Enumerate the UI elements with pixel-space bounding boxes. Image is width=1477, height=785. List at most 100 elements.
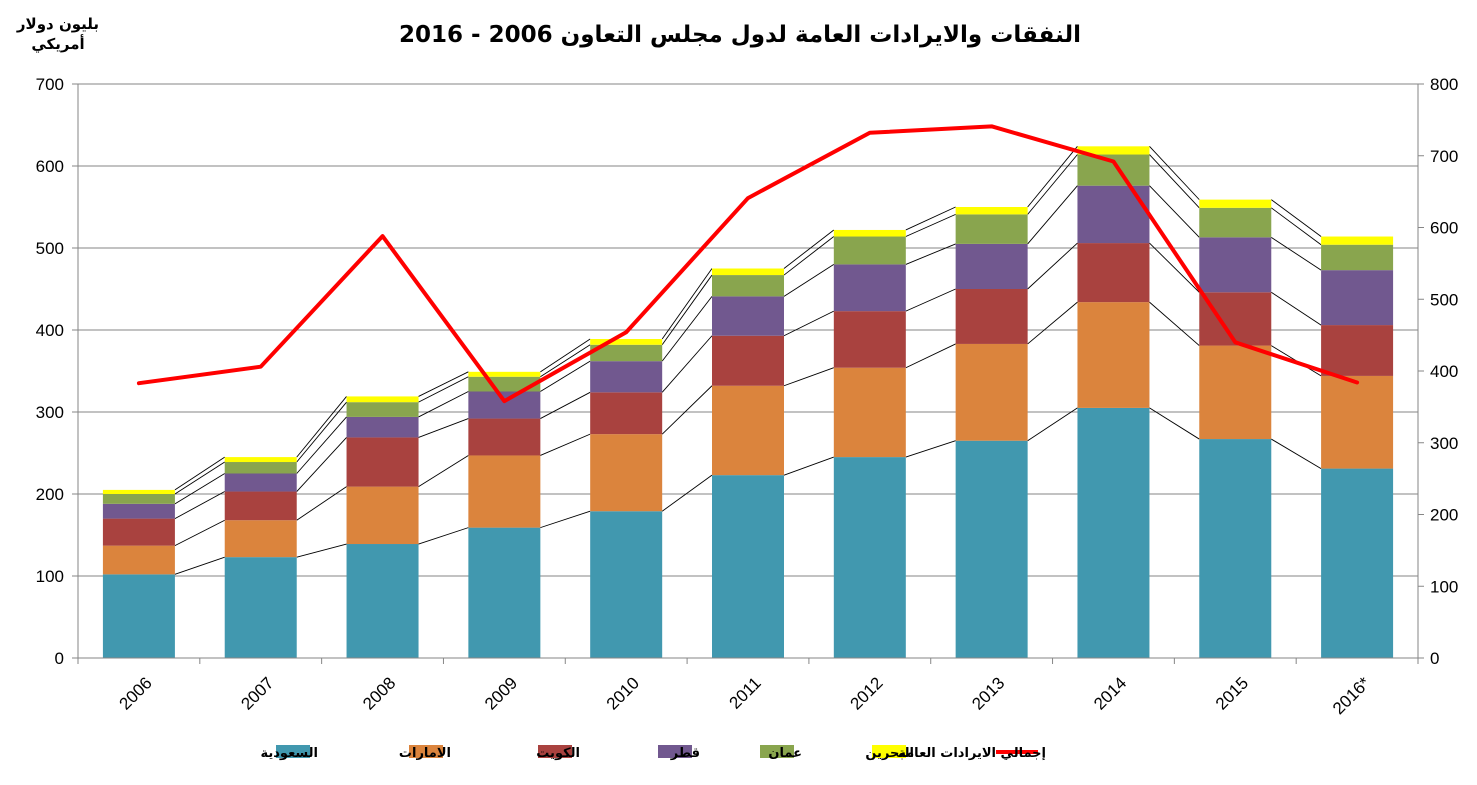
series-line-1 — [1149, 407, 1200, 440]
bar-segment-2006-series-4 — [102, 503, 175, 519]
y2-tick-label: 100 — [1430, 577, 1458, 596]
bar-segment-2008-series-5 — [346, 402, 419, 417]
bar-segment-2011-series-4 — [712, 296, 784, 336]
series-line-1 — [174, 556, 225, 575]
bar-segment-2012-series-2 — [833, 367, 906, 458]
series-line-6 — [783, 229, 835, 269]
series-line-3 — [905, 288, 956, 312]
bar-segment-2014-series-5 — [1077, 154, 1150, 186]
bar-segment-2007-series-5 — [224, 462, 297, 474]
series-line-5 — [1149, 154, 1200, 209]
bar-segment-2006-series-1 — [102, 574, 175, 658]
series-line-2 — [296, 486, 347, 521]
y-axis-unit-label: بليون دولار أمريكي — [8, 14, 108, 54]
y-tick-label: 700 — [36, 75, 64, 94]
x-tick-label: 2009 — [481, 673, 521, 713]
bar-segment-2009-series-1 — [468, 527, 541, 658]
y2-tick-label: 300 — [1430, 434, 1458, 453]
bar-segment-2009-series-3 — [468, 418, 541, 456]
legend-label: الامارات — [399, 746, 451, 761]
x-tick-labels: 2006 2007 2008 2009 2010 2011 2012 2013 2014 2015… — [116, 673, 1375, 718]
series-line-2 — [1149, 301, 1200, 346]
y2-tick-label: 600 — [1430, 219, 1458, 238]
bar-segment-2011-series-3 — [712, 335, 784, 386]
series-line-4 — [1149, 185, 1200, 238]
bar-segment-2012-series-3 — [833, 311, 906, 368]
bar-segment-2007-series-2 — [224, 520, 297, 558]
bar-segment-2007-series-1 — [224, 557, 297, 658]
series-line-6 — [661, 268, 713, 340]
bar-segment-2015-series-3 — [1199, 292, 1272, 346]
series-line-5 — [783, 236, 835, 276]
series-line-3 — [296, 437, 347, 492]
series-line-3 — [1271, 291, 1322, 326]
bar-segment-2007-series-3 — [224, 491, 297, 521]
revenue-line — [136, 124, 1360, 404]
y-tick-label: 400 — [36, 321, 64, 340]
bar-segment-2007-series-4 — [224, 473, 297, 492]
series-line-1 — [418, 527, 469, 545]
series-line-6 — [418, 371, 469, 397]
bar-segment-2015-series-5 — [1199, 207, 1272, 238]
series-line-6 — [1271, 199, 1322, 237]
bar-segment-2016*-series-3 — [1321, 325, 1394, 376]
series-line-1 — [1027, 407, 1078, 442]
bar-segment-2014-series-4 — [1077, 185, 1150, 244]
series-line-3 — [1027, 242, 1078, 290]
bar-segment-2008-series-4 — [346, 416, 419, 438]
series-line-2 — [905, 343, 956, 369]
bar-segment-2008-series-1 — [346, 544, 419, 658]
legend-label: إجمالي الايرادات العامة — [898, 746, 1046, 761]
y2-tick-label: 500 — [1430, 290, 1458, 309]
series-line-3 — [1149, 242, 1200, 293]
legend-label: الكويت — [536, 746, 580, 761]
axes — [72, 83, 1424, 664]
bar-segment-2011-series-2 — [712, 385, 784, 476]
series-line-5 — [174, 461, 225, 495]
y-tick-label: 200 — [36, 485, 64, 504]
series-line-1 — [540, 510, 591, 529]
bar-segment-2013-series-2 — [955, 343, 1028, 441]
bar-segment-2008-series-2 — [346, 486, 419, 545]
series-connector-lines — [174, 146, 1322, 575]
series-line-4 — [905, 243, 956, 265]
bar-segment-2013-series-3 — [955, 289, 1028, 344]
bar-segment-2011-series-5 — [712, 275, 784, 297]
bar-segment-2011-series-6 — [712, 268, 784, 276]
series-line-4 — [661, 296, 713, 362]
y-tick-label: 0 — [55, 649, 64, 668]
series-line-6 — [1149, 146, 1200, 200]
bar-segment-2012-series-6 — [833, 229, 906, 237]
bar-segment-2013-series-1 — [955, 440, 1028, 658]
legend-swatch — [409, 745, 443, 758]
bar-segment-2014-series-3 — [1077, 243, 1150, 303]
x-tick-label: 2013 — [968, 673, 1008, 713]
bar-segment-2006-series-6 — [102, 489, 175, 494]
x-tick-label: 2015 — [1212, 673, 1252, 713]
bar-segment-2009-series-2 — [468, 455, 541, 528]
y-tick-label: 600 — [36, 157, 64, 176]
bar-segment-2009-series-6 — [468, 371, 541, 377]
y2-tick-label: 800 — [1430, 75, 1458, 94]
series-line-5 — [1027, 154, 1078, 215]
series-line-5 — [540, 344, 591, 378]
secondary-y-tick-labels: 0 100 200 300 400 500 600 700 800 — [1430, 75, 1458, 668]
bar-segment-2010-series-3 — [590, 392, 663, 435]
bar-segment-2006-series-5 — [102, 494, 175, 504]
bars — [102, 146, 1394, 658]
series-line-3 — [418, 418, 469, 438]
series-line-5 — [905, 213, 956, 237]
series-line-4 — [540, 360, 591, 392]
series-line-2 — [661, 385, 713, 435]
y-tick-label: 300 — [36, 403, 64, 422]
series-line-2 — [540, 433, 591, 456]
series-line-4 — [1027, 185, 1078, 245]
primary-y-tick-labels: 0 100 200 300 400 500 600 700 — [36, 75, 64, 668]
legend-swatch — [276, 745, 310, 758]
series-line-3 — [540, 391, 591, 419]
bar-segment-2015-series-1 — [1199, 439, 1272, 658]
series-line-4 — [418, 391, 469, 418]
y-tick-label: 500 — [36, 239, 64, 258]
x-tick-label: 2010 — [603, 673, 643, 713]
